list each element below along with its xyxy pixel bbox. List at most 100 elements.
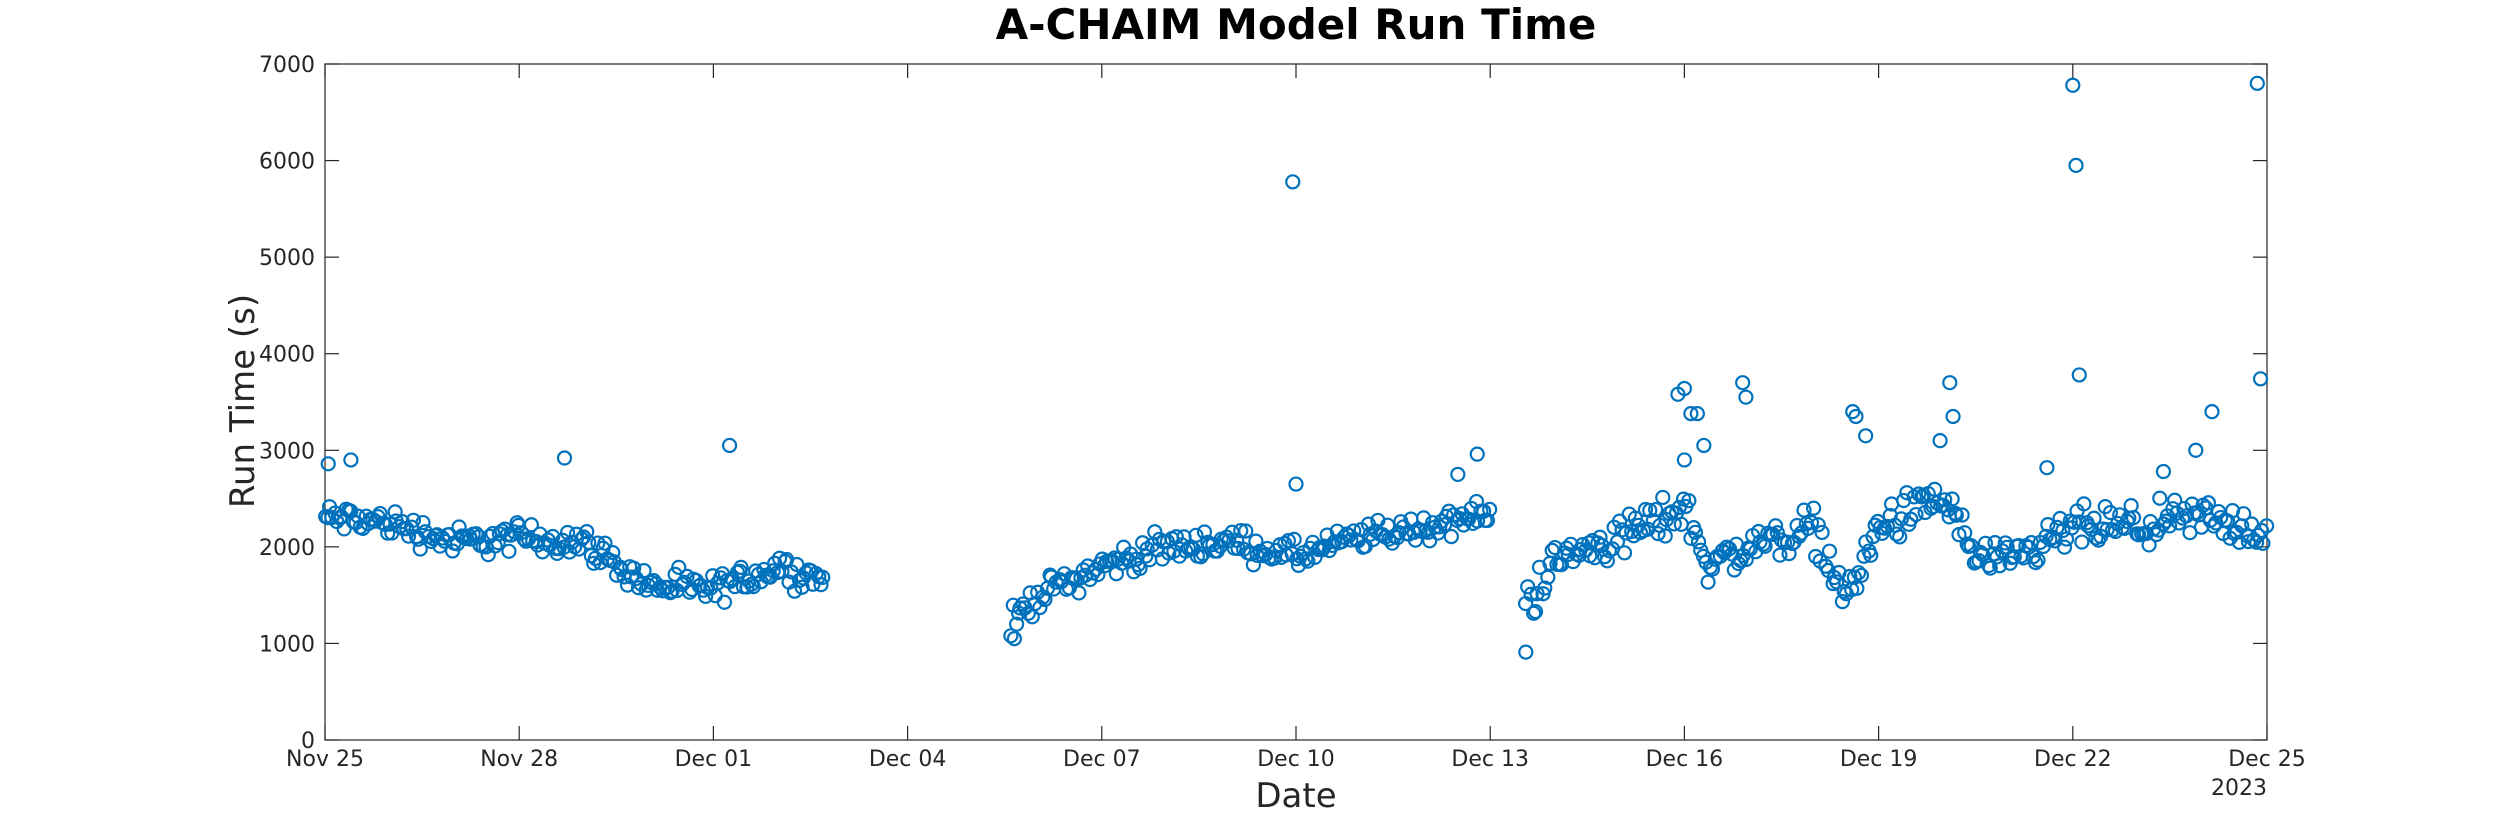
- y-tick-label: 3000: [259, 439, 315, 464]
- data-point: [2040, 517, 2056, 533]
- data-point: [2193, 519, 2210, 535]
- x-tick-label: Nov 25: [286, 747, 364, 772]
- data-point: [1592, 529, 1608, 545]
- data-point: [1696, 437, 1712, 454]
- data-point: [1443, 528, 1459, 545]
- data-point: [1196, 524, 1213, 540]
- data-point: [1450, 466, 1466, 483]
- data-point: [579, 524, 595, 540]
- data-point: [1932, 433, 1948, 449]
- data-point: [1118, 550, 1134, 566]
- data-point: [2249, 75, 2265, 91]
- data-point: [1954, 507, 1970, 523]
- data-point: [1343, 532, 1359, 548]
- x-axis-label: Date: [1255, 776, 1336, 816]
- data-point: [1434, 513, 1450, 529]
- data-point: [1009, 616, 1025, 632]
- data-point: [1806, 500, 1822, 516]
- x-tick-label: Dec 25: [2228, 747, 2306, 772]
- data-point: [1238, 523, 1254, 539]
- data-point: [1702, 559, 1718, 575]
- data-point: [1147, 524, 1163, 540]
- data-point: [2141, 537, 2157, 553]
- data-point: [2039, 460, 2055, 476]
- data-point: [626, 560, 642, 576]
- data-point: [1537, 580, 1553, 596]
- data-point: [1650, 525, 1666, 542]
- data-point: [1104, 553, 1120, 569]
- data-point: [789, 556, 805, 573]
- data-point: [1992, 558, 2008, 574]
- data-point: [2125, 510, 2142, 526]
- data-point: [1735, 375, 1751, 391]
- data-point: [636, 563, 652, 579]
- data-point: [1834, 593, 1851, 610]
- y-axis-label: Run Time (s): [223, 294, 263, 508]
- data-point: [1879, 518, 1896, 535]
- data-point: [605, 545, 621, 561]
- data-point: [1527, 603, 1544, 620]
- x-tick-label: Nov 28: [480, 747, 558, 772]
- data-point: [1942, 375, 1958, 391]
- data-point: [523, 517, 539, 533]
- data-point: [2076, 496, 2092, 512]
- data-point: [501, 543, 517, 559]
- data-point: [1518, 644, 1534, 660]
- data-point: [1863, 547, 1879, 563]
- data-point: [555, 532, 571, 548]
- data-point: [2086, 510, 2102, 526]
- x-tick-label: Dec 04: [869, 747, 947, 772]
- data-point: [320, 456, 336, 472]
- data-point: [1681, 493, 1697, 509]
- data-point: [1286, 531, 1302, 547]
- data-point: [1700, 574, 1716, 590]
- data-point: [1865, 529, 1881, 545]
- data-point: [415, 514, 431, 531]
- data-point: [1193, 549, 1209, 565]
- data-point: [1985, 546, 2002, 562]
- data-point: [794, 579, 810, 595]
- data-point: [1892, 529, 1908, 545]
- data-point: [1611, 513, 1628, 529]
- y-tick-label: 0: [301, 729, 315, 754]
- data-point: [1526, 605, 1542, 621]
- data-point: [1690, 534, 1707, 550]
- data-point: [1647, 501, 1664, 518]
- data-point: [1037, 591, 1053, 608]
- data-point: [1540, 569, 1556, 585]
- data-point: [1803, 514, 1820, 531]
- data-point: [1288, 476, 1304, 492]
- data-point: [2252, 371, 2269, 387]
- plot-frame: [324, 63, 2268, 741]
- data-point: [1769, 525, 1785, 541]
- data-point: [2204, 404, 2220, 420]
- data-point: [2055, 522, 2071, 539]
- data-point: [1810, 517, 1826, 533]
- data-point: [684, 581, 700, 598]
- data-point: [1683, 405, 1699, 422]
- data-point: [1666, 516, 1682, 532]
- data-point: [744, 576, 760, 592]
- data-point: [2152, 490, 2168, 506]
- data-point: [2255, 535, 2271, 551]
- x-tick-label: Dec 16: [1646, 747, 1724, 772]
- data-point: [722, 574, 738, 590]
- data-point: [1285, 174, 1301, 190]
- data-point: [1808, 548, 1824, 565]
- data-point: [1642, 502, 1658, 519]
- data-point: [2102, 504, 2119, 521]
- y-tick-label: 7000: [259, 53, 315, 78]
- data-point: [432, 538, 448, 554]
- data-point: [2155, 516, 2172, 532]
- data-points: [318, 75, 2275, 660]
- data-point: [1814, 524, 1830, 541]
- data-point: [1714, 543, 1731, 559]
- data-point: [1003, 628, 1019, 644]
- data-point: [1132, 560, 1148, 577]
- data-point: [1469, 446, 1485, 462]
- data-point: [1789, 517, 1805, 534]
- x-tick-label: Dec 10: [1257, 747, 1335, 772]
- y-tick-label: 2000: [259, 536, 315, 561]
- data-point: [1944, 491, 1960, 507]
